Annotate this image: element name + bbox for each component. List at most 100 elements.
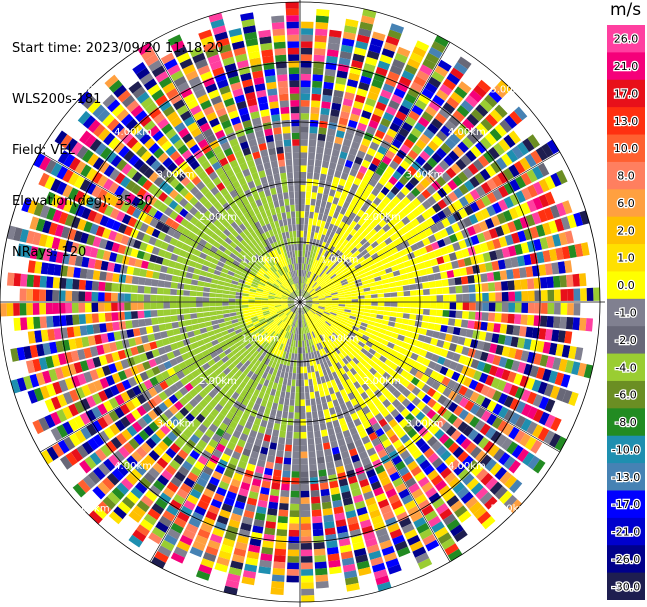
radar-gate: [450, 91, 464, 104]
radar-gate: [327, 316, 335, 322]
radar-gate: [289, 285, 294, 292]
radar-gate: [213, 394, 222, 403]
radar-gate: [352, 239, 360, 247]
radar-gate: [339, 151, 348, 160]
radar-gate: [294, 313, 297, 321]
radar-gate: [510, 256, 519, 268]
radar-gate: [73, 326, 81, 337]
radar-gate: [441, 537, 456, 550]
radar-gate: [392, 327, 401, 334]
radar-gate: [248, 309, 256, 313]
radar-gate: [284, 145, 292, 154]
radar-gate: [210, 18, 225, 29]
radar-gate: [254, 359, 261, 368]
radar-gate: [254, 263, 262, 270]
radar-gate: [42, 342, 52, 356]
radar-gate: [552, 233, 562, 247]
radar-gate: [226, 207, 235, 216]
radar-gate: [46, 383, 57, 397]
radar-gate: [316, 246, 321, 254]
radar-gate: [237, 439, 246, 448]
radar-gate: [300, 327, 302, 335]
radar-gate: [383, 334, 391, 342]
radar-gate: [211, 319, 219, 326]
radar-gate: [268, 367, 275, 375]
radar-gate: [322, 340, 328, 347]
radar-gate: [142, 179, 153, 191]
radar-gate: [311, 294, 318, 298]
radar-gate: [209, 60, 223, 71]
radar-gate: [98, 238, 108, 249]
radar-gate: [305, 284, 309, 291]
radar-gate: [308, 287, 314, 294]
radar-gate: [496, 379, 507, 392]
radar-gate: [421, 200, 432, 210]
radar-gate: [215, 297, 223, 302]
radar-gate: [310, 317, 315, 324]
radar-gate: [228, 331, 237, 338]
radar-gate: [435, 445, 447, 457]
radar-gate: [252, 278, 260, 284]
radar-gate: [348, 318, 356, 323]
radar-gate: [269, 266, 276, 274]
radar-gate: [69, 202, 80, 215]
radar-gate: [346, 442, 356, 451]
radar-gate: [321, 348, 327, 356]
radar-gate: [213, 241, 221, 249]
radar-gate: [211, 123, 223, 134]
radar-gate: [323, 242, 330, 250]
radar-gate: [498, 452, 511, 466]
radar-gate: [239, 162, 249, 171]
radar-gate: [312, 67, 324, 76]
radar-gate: [434, 35, 449, 48]
radar-gate: [303, 320, 306, 328]
radar-gate: [508, 384, 519, 397]
radar-gate: [241, 576, 256, 586]
radar-gate: [434, 526, 449, 539]
radar-gate: [249, 288, 257, 293]
radar-gate: [355, 354, 363, 362]
radar-gate: [98, 292, 105, 302]
radar-gate: [351, 299, 359, 302]
radar-gate: [203, 105, 215, 116]
radar-gate: [300, 516, 311, 524]
radar-gate: [376, 249, 385, 257]
radar-gate: [310, 483, 319, 491]
radar-gate: [50, 194, 62, 208]
radar-gate: [435, 503, 449, 515]
radar-gate: [80, 193, 91, 206]
radar-gate: [117, 223, 128, 234]
radar-gate: [526, 391, 538, 405]
radar-gate: [321, 264, 327, 271]
radar-gate: [178, 465, 190, 477]
radar-gate: [130, 105, 144, 118]
radar-gate: [325, 300, 333, 302]
radar-gate: [523, 363, 533, 376]
radar-gate: [308, 339, 312, 347]
radar-gate: [151, 556, 166, 569]
radar-gate: [385, 165, 396, 176]
radar-gate: [461, 455, 474, 468]
radar-gate: [377, 367, 386, 376]
radar-gate: [300, 139, 308, 146]
radar-gate: [220, 544, 234, 554]
radar-gate: [399, 449, 411, 461]
radar-gate: [350, 290, 358, 294]
radar-gate: [322, 193, 329, 202]
radar-gate: [303, 283, 306, 291]
radar-gate: [269, 330, 276, 338]
radar-gate: [244, 563, 258, 573]
radar-gate: [344, 415, 353, 424]
radar-gate: [307, 372, 312, 380]
radar-gate: [136, 344, 145, 354]
radar-gate: [444, 472, 457, 484]
radar-gate: [411, 396, 422, 407]
radar-gate: [179, 187, 190, 197]
radar-gate: [294, 412, 300, 420]
radar-gate: [294, 250, 298, 258]
radar-gate: [205, 325, 214, 332]
radar-gate: [202, 175, 212, 186]
radar-gate: [491, 260, 500, 271]
radar-gate: [348, 342, 356, 350]
radar-gate: [238, 177, 247, 186]
